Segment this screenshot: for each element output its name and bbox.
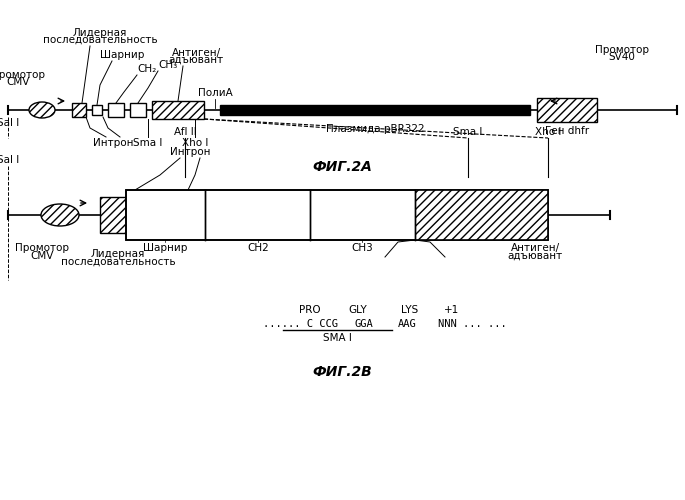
Text: Sal I: Sal I xyxy=(0,155,19,165)
Text: Ген dhfr: Ген dhfr xyxy=(545,126,589,136)
Text: адъювант: адъювант xyxy=(169,55,223,65)
Text: Xho I: Xho I xyxy=(182,138,208,148)
Text: Промотор: Промотор xyxy=(15,243,69,253)
Bar xyxy=(126,190,548,240)
Text: GLY: GLY xyxy=(349,305,367,315)
Text: Шарнир: Шарнир xyxy=(142,243,187,253)
Text: ФИГ.2B: ФИГ.2B xyxy=(312,365,372,379)
Ellipse shape xyxy=(41,204,79,226)
Text: Антиген/: Антиген/ xyxy=(510,243,560,253)
Text: AAG: AAG xyxy=(398,319,416,329)
Text: Интрон: Интрон xyxy=(92,138,134,148)
Text: Шарнир: Шарнир xyxy=(100,50,144,60)
Text: SV40: SV40 xyxy=(608,52,636,62)
Bar xyxy=(126,190,548,240)
Text: последовательность: последовательность xyxy=(42,35,158,45)
Bar xyxy=(92,105,102,115)
Text: CMV: CMV xyxy=(6,77,29,87)
Bar xyxy=(152,101,204,119)
Text: последовательность: последовательность xyxy=(61,257,175,267)
Text: Лидерная: Лидерная xyxy=(73,28,127,38)
Text: Плазмида pBR322: Плазмида pBR322 xyxy=(325,124,424,134)
Text: CH₃: CH₃ xyxy=(158,60,177,70)
Text: Промотор: Промотор xyxy=(0,70,45,80)
Text: ПолиА: ПолиА xyxy=(198,88,232,98)
Text: CH2: CH2 xyxy=(247,243,269,253)
Text: Afl II: Afl II xyxy=(173,127,197,137)
Bar xyxy=(220,105,530,115)
Bar xyxy=(537,98,597,122)
Text: ФИГ.2A: ФИГ.2A xyxy=(312,160,372,174)
Text: Sma I: Sma I xyxy=(453,127,483,137)
Bar xyxy=(415,190,548,240)
Bar xyxy=(100,197,126,233)
Text: Sal I: Sal I xyxy=(0,118,19,128)
Text: LYS: LYS xyxy=(401,305,419,315)
Text: GGA: GGA xyxy=(355,319,374,329)
Text: Xho I: Xho I xyxy=(535,127,561,137)
Text: CMV: CMV xyxy=(30,251,53,261)
Text: Промотор: Промотор xyxy=(595,45,649,55)
Text: ...... C CCG: ...... C CCG xyxy=(263,319,338,329)
Text: CH₂: CH₂ xyxy=(137,64,156,74)
Text: Sma I: Sma I xyxy=(134,138,162,148)
Text: CH3: CH3 xyxy=(351,243,373,253)
Text: SMA I: SMA I xyxy=(323,333,351,343)
Text: PRO: PRO xyxy=(299,305,321,315)
Bar xyxy=(108,103,124,117)
Text: адъювант: адъювант xyxy=(508,251,562,261)
Ellipse shape xyxy=(29,102,55,118)
Text: Лидерная: Лидерная xyxy=(91,249,145,259)
Bar xyxy=(72,103,86,117)
Text: +1: +1 xyxy=(445,305,460,315)
Text: Интрон: Интрон xyxy=(170,147,210,157)
Text: NNN ... ...: NNN ... ... xyxy=(438,319,507,329)
Text: Антиген/: Антиген/ xyxy=(171,48,221,58)
Bar xyxy=(130,103,146,117)
